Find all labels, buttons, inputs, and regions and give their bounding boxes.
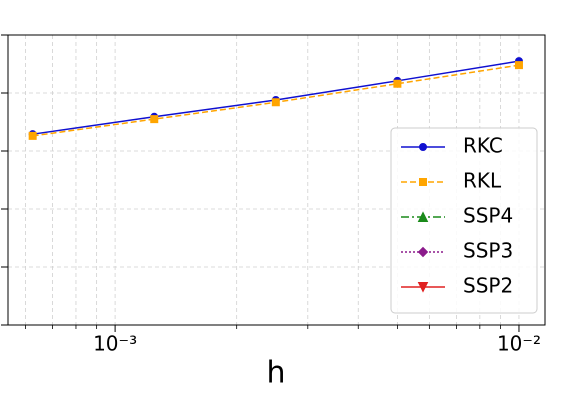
legend-label: RKC	[463, 134, 503, 158]
plot-frame	[7, 34, 546, 326]
legend-marker	[417, 282, 429, 293]
legend-box	[390, 127, 538, 314]
marker	[28, 131, 37, 140]
legend-label: RKL	[463, 169, 502, 193]
x-tick-label: 10⁻²	[497, 332, 541, 356]
legend-marker	[419, 143, 427, 151]
legend-marker	[419, 178, 427, 186]
legend-marker	[417, 246, 429, 258]
legend: RKC RKL SSP4 SSP3 SSP2	[390, 127, 538, 314]
marker	[393, 79, 402, 88]
legend-marker	[417, 211, 429, 222]
marker	[150, 115, 159, 124]
x-axis-label: h	[266, 356, 285, 391]
marker	[271, 98, 280, 107]
x-tick-label: 10⁻³	[93, 332, 137, 356]
marker	[514, 61, 523, 70]
legend-label: SSP3	[463, 239, 513, 263]
legend-label: SSP4	[463, 204, 513, 228]
legend-label: SSP2	[463, 274, 513, 298]
